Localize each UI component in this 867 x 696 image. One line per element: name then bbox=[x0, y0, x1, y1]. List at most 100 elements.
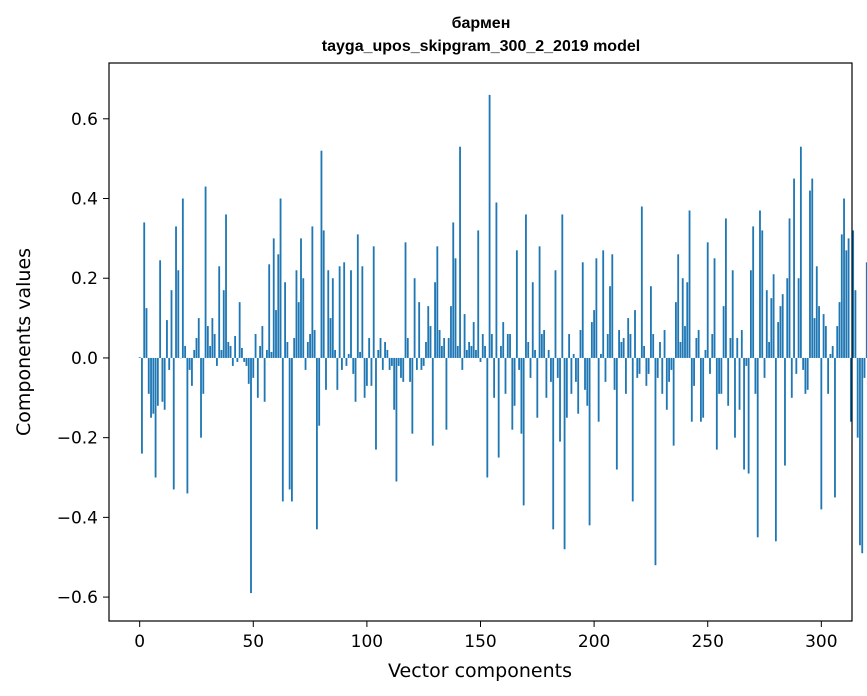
bar bbox=[202, 357, 205, 394]
bar bbox=[241, 347, 243, 358]
bar bbox=[484, 345, 486, 358]
bar bbox=[640, 206, 643, 358]
bar bbox=[815, 266, 818, 358]
bar bbox=[759, 210, 761, 358]
bar bbox=[266, 349, 268, 358]
bar bbox=[822, 314, 825, 358]
bar bbox=[191, 357, 193, 386]
bar bbox=[302, 278, 305, 358]
bar bbox=[220, 349, 223, 358]
bar bbox=[295, 270, 298, 358]
x-tick-label: 50 bbox=[242, 632, 264, 652]
bar bbox=[729, 338, 732, 358]
bar bbox=[579, 330, 582, 358]
bar bbox=[625, 357, 627, 394]
bar bbox=[809, 190, 811, 358]
bar bbox=[547, 349, 550, 358]
bar bbox=[695, 338, 698, 358]
bar bbox=[393, 357, 396, 410]
bar bbox=[665, 357, 668, 410]
bar bbox=[470, 345, 473, 358]
x-tick-label: 200 bbox=[578, 632, 610, 652]
bar bbox=[161, 357, 164, 402]
bar bbox=[147, 357, 150, 394]
bar bbox=[827, 357, 830, 394]
bar bbox=[336, 357, 339, 390]
bar bbox=[718, 357, 720, 394]
bar bbox=[620, 342, 623, 358]
bar bbox=[793, 178, 795, 358]
bar bbox=[768, 342, 770, 358]
bar bbox=[243, 357, 246, 362]
bar bbox=[545, 357, 548, 398]
bar bbox=[306, 342, 309, 358]
bar bbox=[688, 210, 691, 358]
bar bbox=[500, 345, 502, 358]
bar bbox=[799, 146, 802, 358]
bar bbox=[534, 349, 536, 358]
bar bbox=[154, 357, 157, 478]
bar bbox=[595, 258, 598, 358]
bar bbox=[475, 349, 477, 358]
bar bbox=[520, 357, 523, 434]
bar bbox=[247, 357, 250, 384]
bar bbox=[163, 357, 166, 410]
bar bbox=[152, 357, 155, 414]
bar bbox=[824, 326, 827, 358]
bar bbox=[752, 226, 755, 358]
bar bbox=[338, 266, 341, 358]
bar bbox=[611, 254, 614, 358]
bar bbox=[629, 334, 632, 358]
bar bbox=[836, 326, 839, 358]
bar bbox=[468, 342, 471, 358]
bar bbox=[452, 222, 455, 358]
bar bbox=[550, 357, 552, 382]
bar bbox=[365, 357, 368, 386]
bar bbox=[438, 330, 441, 358]
bar bbox=[429, 326, 432, 358]
bar bbox=[543, 330, 546, 358]
bar bbox=[709, 357, 711, 374]
bar bbox=[745, 357, 748, 366]
bar bbox=[506, 334, 509, 358]
bar bbox=[568, 334, 571, 358]
bar bbox=[593, 310, 596, 358]
bar bbox=[372, 246, 375, 358]
bar bbox=[216, 357, 218, 366]
bar bbox=[561, 214, 564, 358]
bar bbox=[552, 357, 555, 530]
bar bbox=[388, 357, 391, 370]
x-axis-ticks: 0 50 100 150 200 250 300 bbox=[134, 621, 838, 652]
bar bbox=[525, 214, 527, 358]
bar bbox=[845, 250, 848, 358]
bar bbox=[368, 338, 371, 358]
bar bbox=[300, 238, 302, 358]
bar bbox=[231, 357, 234, 366]
x-tick-label: 250 bbox=[691, 632, 723, 652]
bar bbox=[331, 278, 334, 358]
bar bbox=[447, 338, 450, 358]
bar bbox=[256, 357, 259, 398]
x-tick-label: 300 bbox=[805, 632, 837, 652]
bar bbox=[315, 357, 318, 530]
bar bbox=[297, 302, 300, 358]
bar bbox=[715, 357, 718, 450]
y-axis-label: Components values bbox=[13, 248, 35, 436]
bar bbox=[275, 310, 277, 358]
bar bbox=[479, 357, 482, 362]
bar bbox=[272, 238, 275, 358]
bars-group bbox=[138, 94, 867, 594]
bar bbox=[229, 345, 232, 358]
bar bbox=[440, 345, 443, 358]
bar bbox=[679, 342, 682, 358]
bar bbox=[390, 357, 393, 366]
bar bbox=[418, 302, 421, 358]
bar bbox=[668, 357, 670, 382]
bar bbox=[772, 274, 775, 358]
bar bbox=[193, 349, 196, 358]
bar bbox=[602, 250, 605, 358]
bar bbox=[481, 334, 484, 358]
bar bbox=[627, 318, 630, 358]
bar bbox=[765, 290, 768, 358]
bar bbox=[263, 357, 266, 402]
